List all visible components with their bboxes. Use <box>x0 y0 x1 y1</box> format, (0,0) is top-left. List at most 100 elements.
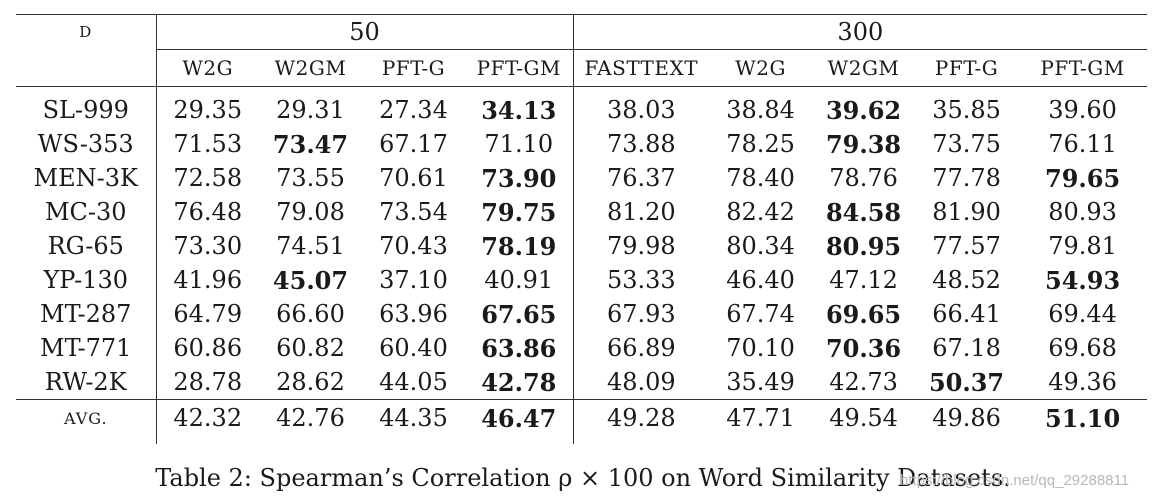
table-cell: 80.95 <box>825 231 902 261</box>
table-cell: 51.10 <box>1018 399 1148 436</box>
table-cell: 44.05 <box>379 368 448 396</box>
table-cell: 37.10 <box>379 266 448 294</box>
table-cell: 42.78 <box>465 365 574 400</box>
table-cell: 46.47 <box>465 399 574 436</box>
table-cell: 76.37 <box>606 164 676 192</box>
col-header: PFT-G <box>362 49 465 87</box>
table-cell: 70.61 <box>379 164 448 192</box>
table-cell: 67.74 <box>726 300 795 328</box>
table-cell: 71.53 <box>173 130 243 158</box>
table-cell: 35.85 <box>932 96 1001 124</box>
table-cell: 42.76 <box>259 399 362 436</box>
table-cell: 40.91 <box>465 263 574 297</box>
table-row: RW-2K 28.78 28.62 44.05 42.78 48.09 35.49 42.73… <box>16 365 1147 400</box>
spacer-row <box>16 436 1147 444</box>
table-cell: 28.78 <box>173 368 243 396</box>
table-cell: 39.60 <box>1048 96 1117 124</box>
col-header: W2G <box>709 49 813 87</box>
table-cell: 72.58 <box>173 164 243 192</box>
table-row: SL-999 29.35 29.31 27.34 34.13 38.03 38.84 39.6… <box>16 93 1147 127</box>
table-cell: 34.13 <box>465 93 574 127</box>
table-cell: 84.58 <box>825 197 902 227</box>
table-cell: 38.84 <box>726 96 795 124</box>
row-label: YP-130 <box>16 263 157 297</box>
table-cell: 81.20 <box>606 198 676 226</box>
table-cell: 78.40 <box>726 164 795 192</box>
row-label: WS-353 <box>16 127 157 161</box>
table-cell: 67.93 <box>606 300 676 328</box>
column-header-row: W2G W2GM PFT-G PFT-GM FASTTEXT W2G W2GM … <box>16 49 1148 87</box>
watermark: https://blog.csdn.net/qq_29288811 <box>900 472 1130 489</box>
table-cell: 73.75 <box>932 130 1001 158</box>
table-cell: 49.36 <box>1048 368 1117 396</box>
row-label: MC-30 <box>16 195 157 229</box>
table-cell: 41.96 <box>173 266 243 294</box>
table-cell: 44.35 <box>362 399 465 436</box>
table-cell: 63.86 <box>465 331 574 365</box>
table-cell: 80.34 <box>726 232 795 260</box>
group-50-header: 50 <box>156 14 574 50</box>
table-cell: 27.34 <box>379 96 448 124</box>
table-cell: 70.10 <box>726 334 795 362</box>
table-caption: Table 2: Spearman’s Correlation ρ × 100 … <box>155 464 1011 492</box>
table-cell: 60.40 <box>379 334 448 362</box>
table-cell: 60.82 <box>276 334 345 362</box>
table-body: SL-999 29.35 29.31 27.34 34.13 38.03 38.84 39.6… <box>16 93 1147 400</box>
table-cell: 66.41 <box>932 300 1001 328</box>
table-cell: 73.88 <box>606 130 676 158</box>
table-cell: 79.38 <box>825 129 902 159</box>
table-cell: 54.93 <box>1045 265 1121 295</box>
table-cell: 39.62 <box>825 95 902 125</box>
corner-label: D <box>16 14 157 50</box>
group-header-row: D 50 300 <box>16 14 1148 50</box>
table-row: MT-287 64.79 66.60 63.96 67.65 67.93 67.74 69.6… <box>16 297 1147 331</box>
table-cell: 38.03 <box>606 96 676 124</box>
row-label: RW-2K <box>16 365 157 400</box>
col-header: FASTTEXT <box>573 49 710 87</box>
table-cell: 80.93 <box>1048 198 1117 226</box>
col-header: PFT-GM <box>465 49 574 87</box>
table-cell: 49.54 <box>812 399 916 436</box>
table-cell: 42.32 <box>156 399 259 436</box>
table-cell: 48.52 <box>932 266 1001 294</box>
table-cell: 67.17 <box>379 130 448 158</box>
table-cell: 73.55 <box>276 164 345 192</box>
row-label: MT-771 <box>16 331 157 365</box>
table-cell: 77.78 <box>932 164 1001 192</box>
table-cell: 49.28 <box>573 399 710 436</box>
table-cell: 78.25 <box>726 130 795 158</box>
table-cell: 50.37 <box>928 367 1005 397</box>
results-table: D 50 300 W2G W2GM PFT-G PFT-GM FASTTEXT … <box>16 14 1148 444</box>
table-cell: 79.81 <box>1048 232 1117 260</box>
table-row: MT-771 60.86 60.82 60.40 63.86 66.89 70.10 70.3… <box>16 331 1147 365</box>
table-row: RG-65 73.30 74.51 70.43 78.19 79.98 80.34 80.95… <box>16 229 1147 263</box>
table-cell: 46.40 <box>726 266 795 294</box>
table-row: YP-130 41.96 45.07 37.10 40.91 53.33 46.40 47.1… <box>16 263 1147 297</box>
table-cell: 71.10 <box>465 127 574 161</box>
table-cell: 35.49 <box>726 368 795 396</box>
table-cell: 45.07 <box>272 265 349 295</box>
table-cell: 69.65 <box>825 299 902 329</box>
table-cell: 70.36 <box>825 333 902 363</box>
col-header: W2GM <box>812 49 916 87</box>
table-cell: 48.09 <box>606 368 676 396</box>
table-cell: 53.33 <box>606 266 676 294</box>
table-cell: 73.30 <box>173 232 243 260</box>
table-cell: 82.42 <box>726 198 795 226</box>
table-row: WS-353 71.53 73.47 67.17 71.10 73.88 78.25 79.3… <box>16 127 1147 161</box>
table-cell: 64.79 <box>173 300 243 328</box>
avg-row: AVG. 42.32 42.76 44.35 46.47 49.28 47.71 49.54 4… <box>16 399 1148 436</box>
row-header-blank <box>16 49 157 87</box>
table-cell: 29.35 <box>173 96 243 124</box>
table-cell: 69.68 <box>1048 334 1117 362</box>
table-row: MEN-3K 72.58 73.55 70.61 73.90 76.37 78.40 78.7… <box>16 161 1147 195</box>
table-cell: 67.18 <box>932 334 1001 362</box>
row-label: SL-999 <box>16 93 157 127</box>
row-label: RG-65 <box>16 229 157 263</box>
table-cell: 28.62 <box>276 368 345 396</box>
table-row: MC-30 76.48 79.08 73.54 79.75 81.20 82.42 84.58… <box>16 195 1147 229</box>
table-cell: 67.65 <box>465 297 574 331</box>
table-cell: 66.89 <box>606 334 676 362</box>
table-cell: 66.60 <box>276 300 345 328</box>
table-cell: 79.98 <box>606 232 676 260</box>
